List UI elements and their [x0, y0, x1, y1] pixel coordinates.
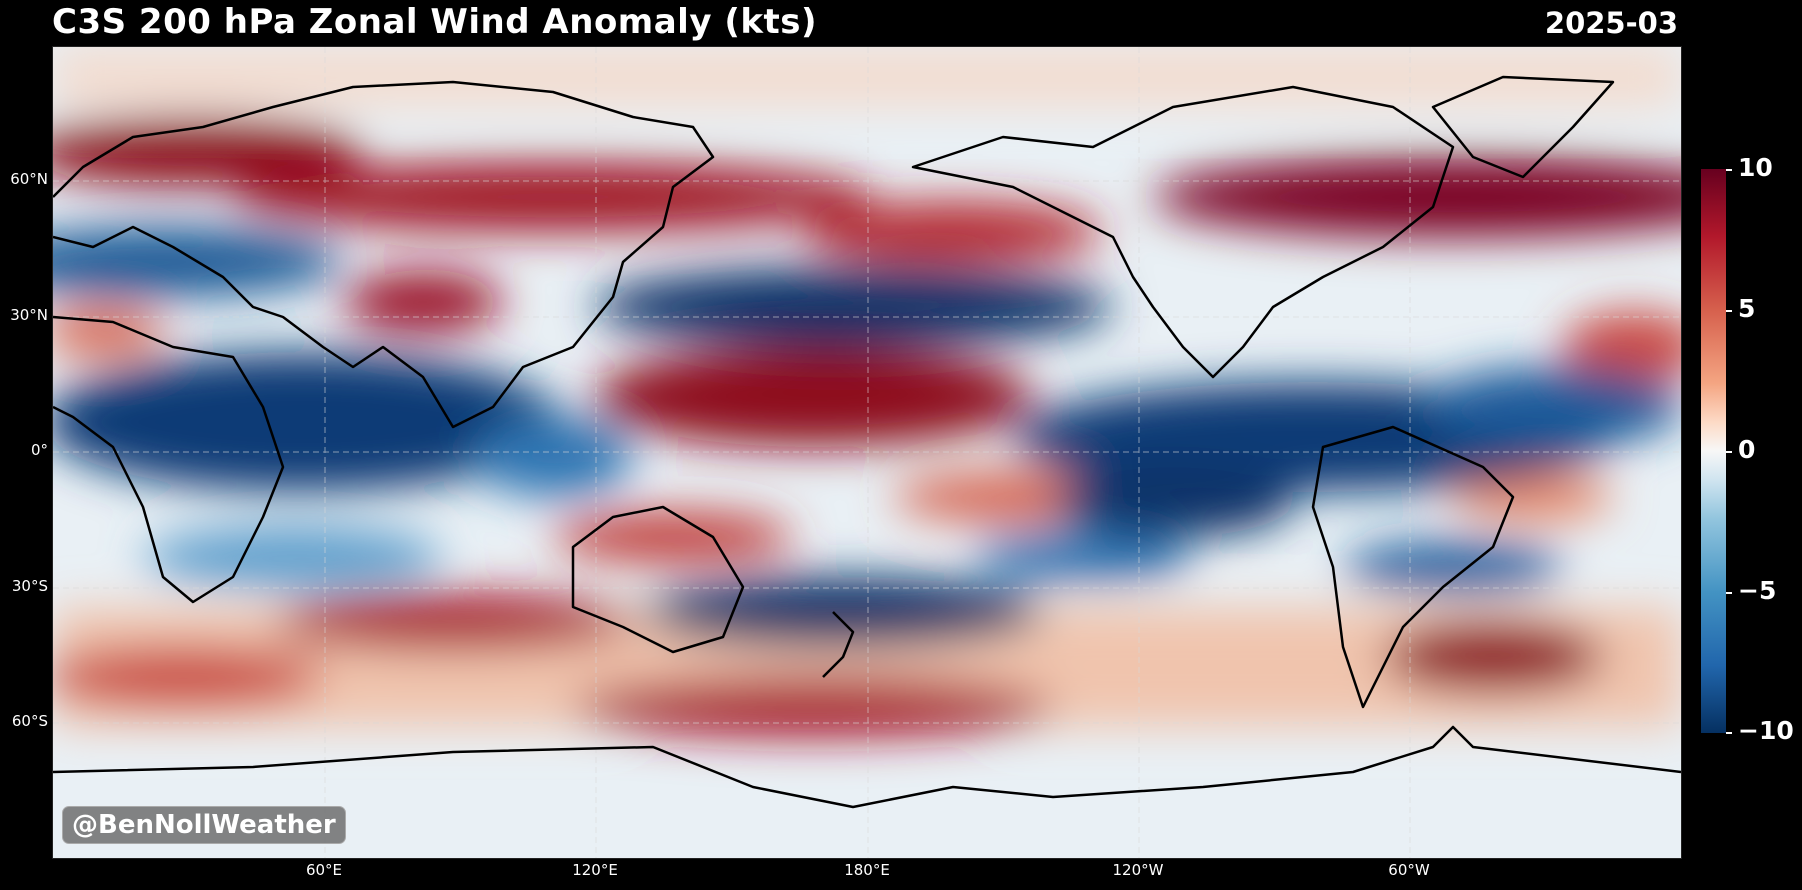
anomaly-map — [52, 46, 1682, 859]
lon-label-120e: 120°E — [555, 861, 635, 879]
colorbar-tick-mark — [1726, 732, 1732, 734]
map-title: C3S 200 hPa Zonal Wind Anomaly (kts) — [52, 2, 817, 42]
credit-watermark: @BenNollWeather — [62, 806, 346, 844]
colorbar-tick-mark — [1726, 592, 1732, 594]
lat-label-0: 0° — [2, 441, 48, 459]
map-date: 2025-03 — [1545, 6, 1678, 40]
lon-label-120w: 120°W — [1098, 861, 1178, 879]
colorbar-tick-mark — [1726, 169, 1732, 171]
lon-label-60w: 60°W — [1369, 861, 1449, 879]
lat-label-60n: 60°N — [2, 170, 48, 188]
lat-label-60s: 60°S — [2, 712, 48, 730]
colorbar-tick-mark — [1726, 310, 1732, 312]
lat-label-30n: 30°N — [2, 306, 48, 324]
colorbar — [1701, 169, 1726, 733]
lat-label-30s: 30°S — [2, 577, 48, 595]
colorbar-tick-mark — [1726, 451, 1732, 453]
colorbar-tick-10: 10 — [1738, 153, 1773, 182]
lon-label-180e: 180°E — [827, 861, 907, 879]
colorbar-tick-0: 0 — [1738, 435, 1755, 464]
colorbar-tick-minus-5: −5 — [1738, 576, 1776, 605]
colorbar-tick-minus-10: −10 — [1738, 716, 1794, 745]
colorbar-tick-5: 5 — [1738, 294, 1755, 323]
lon-label-60e: 60°E — [284, 861, 364, 879]
